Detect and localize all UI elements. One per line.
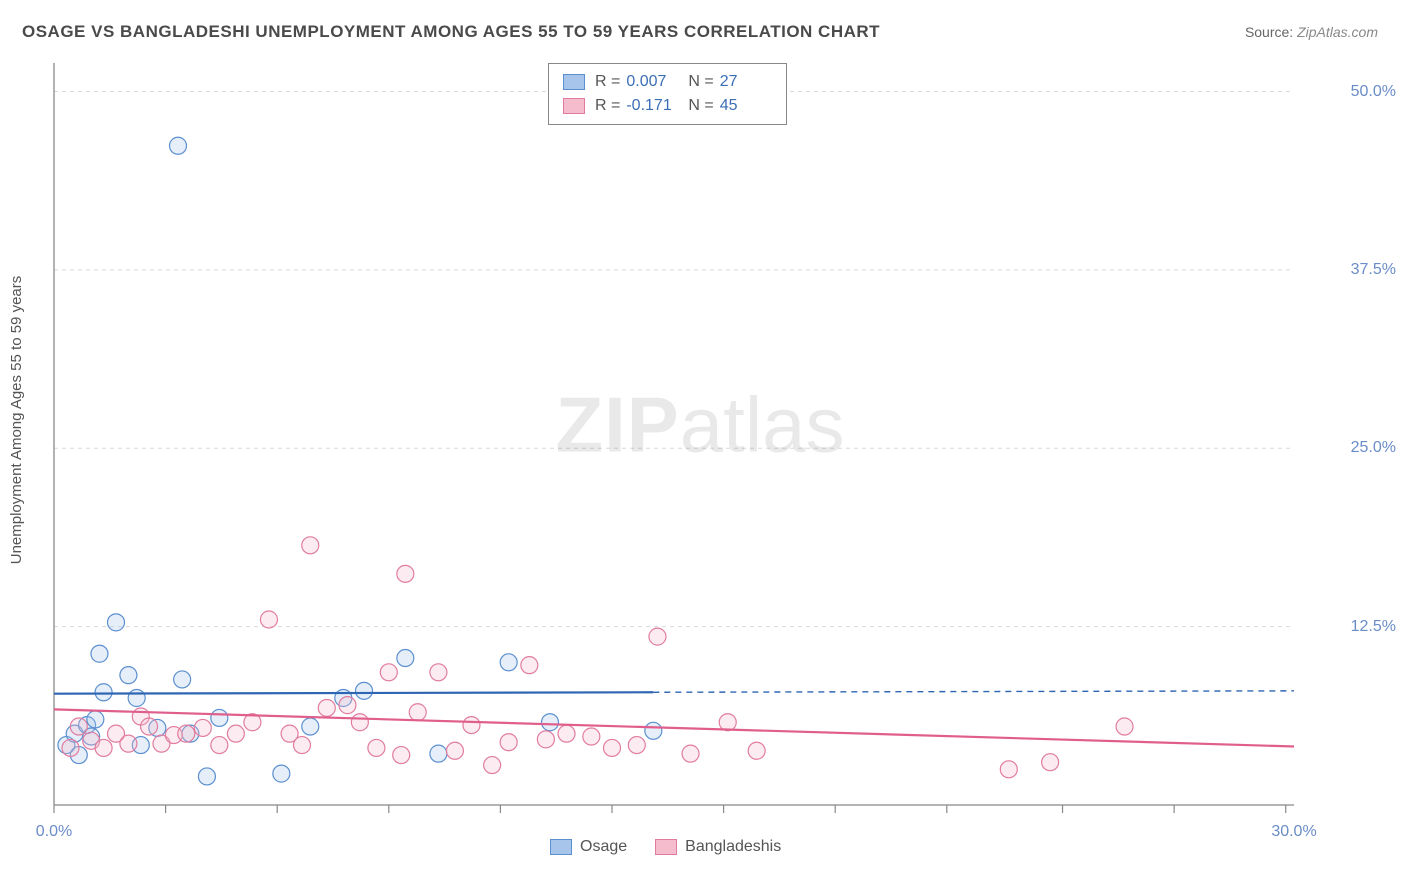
r-value: 0.007 [626,70,678,94]
series-legend: Osage Bangladeshis [550,838,781,856]
legend-series-item: Bangladeshis [655,838,781,856]
y-tick-label: 12.5% [1351,618,1396,636]
source-attribution: Source: ZipAtlas.com [1245,24,1378,40]
legend-stat-row: R = -0.171 N = 45 [563,94,772,118]
legend-swatch [563,74,585,90]
y-tick-label: 37.5% [1351,261,1396,279]
y-tick-label: 25.0% [1351,439,1396,457]
scatter-svg [50,55,1350,825]
y-axis-label: Unemployment Among Ages 55 to 59 years [8,276,25,565]
source-value: ZipAtlas.com [1297,24,1378,40]
x-tick-label: 30.0% [1271,823,1316,841]
legend-swatch [655,839,677,855]
legend-series-label: Osage [580,838,627,856]
r-value: -0.171 [626,94,678,118]
n-value: 27 [720,70,772,94]
legend-swatch [563,98,585,114]
source-label: Source: [1245,24,1293,40]
chart-title: OSAGE VS BANGLADESHI UNEMPLOYMENT AMONG … [22,22,880,42]
n-value: 45 [720,94,772,118]
n-label: N = [688,94,713,118]
chart-plot-area: ZIPatlas [50,55,1350,825]
r-label: R = [595,70,620,94]
legend-swatch [550,839,572,855]
y-tick-label: 50.0% [1351,83,1396,101]
legend-stat-row: R = 0.007 N = 27 [563,70,772,94]
legend-series-label: Bangladeshis [685,838,781,856]
legend-series-item: Osage [550,838,627,856]
x-tick-label: 0.0% [36,823,72,841]
r-label: R = [595,94,620,118]
n-label: N = [688,70,713,94]
correlation-legend: R = 0.007 N = 27 R = -0.171 N = 45 [548,63,787,125]
